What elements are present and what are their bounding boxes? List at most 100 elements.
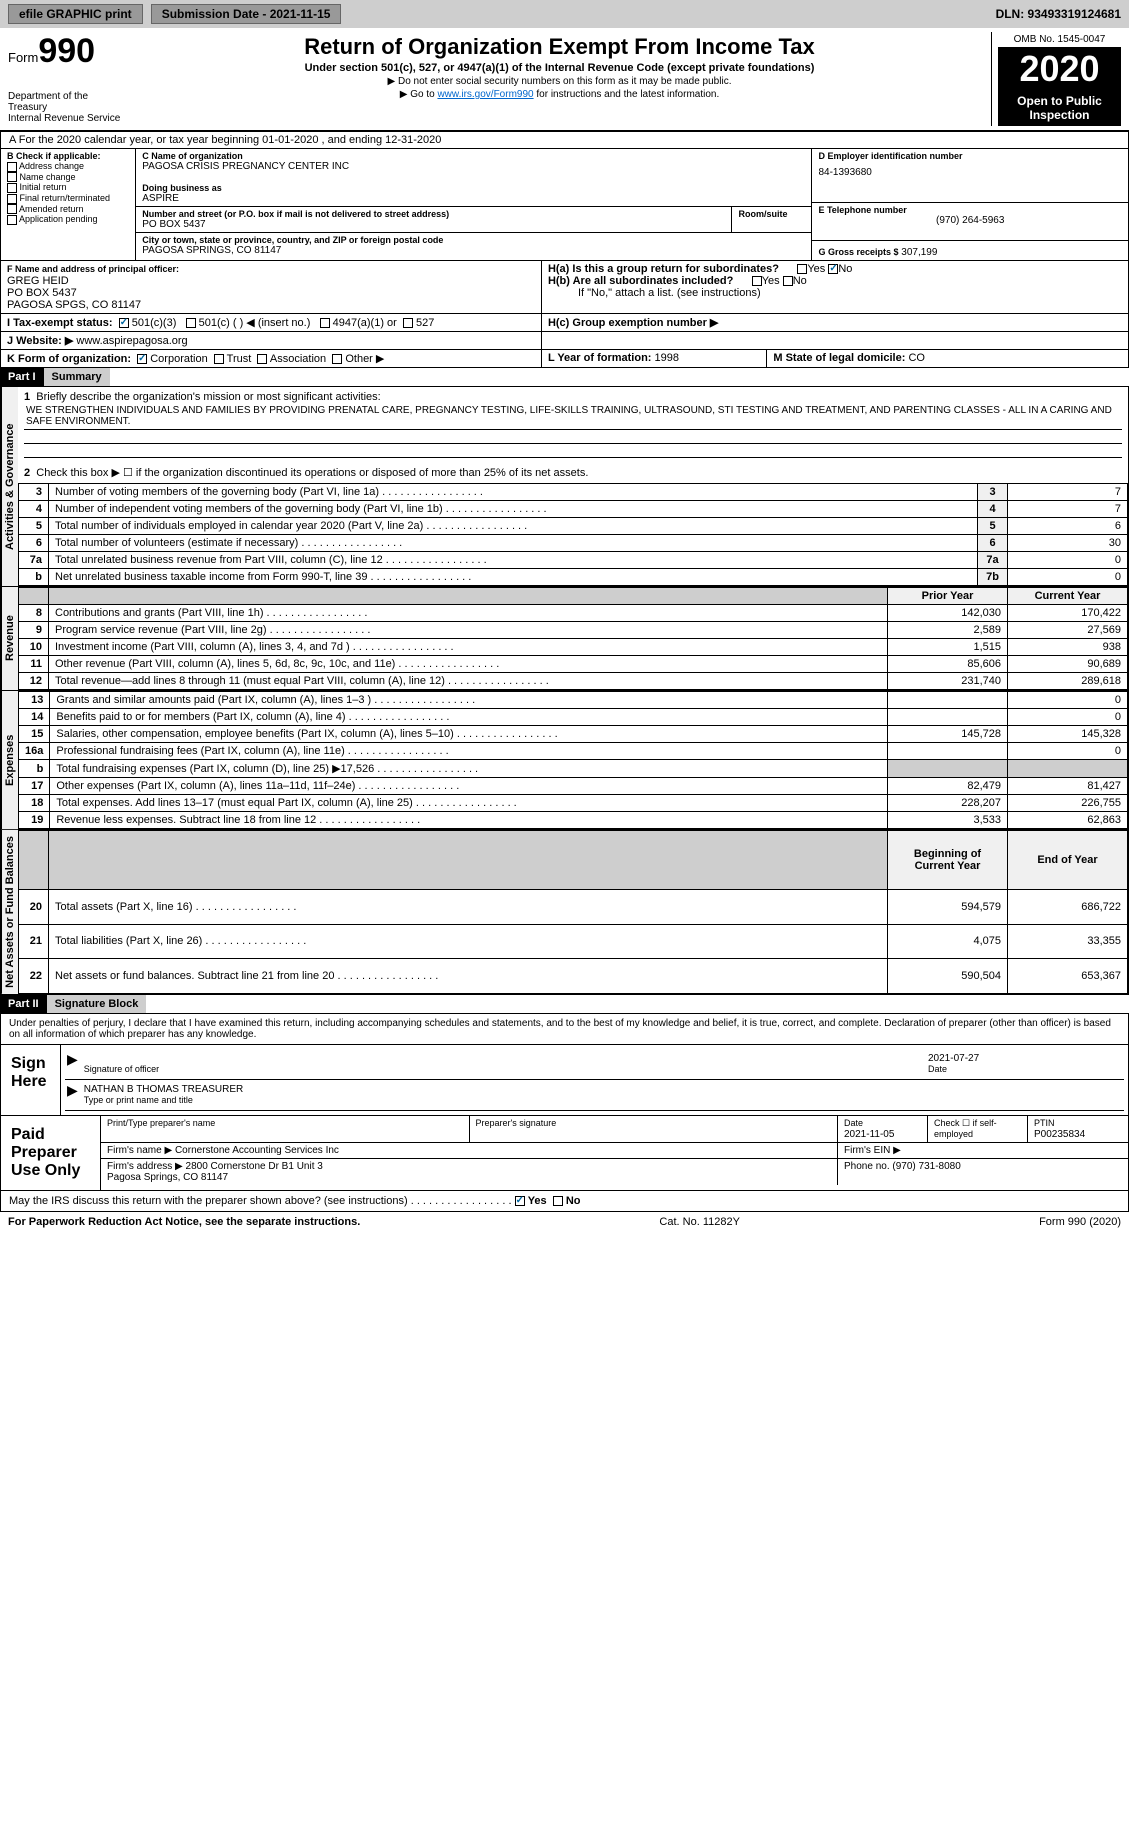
form-subtitle: Under section 501(c), 527, or 4947(a)(1)… [128,62,991,74]
form-note-2: ▶ Go to www.irs.gov/Form990 for instruct… [128,89,991,100]
chk-527[interactable] [403,318,413,328]
form-title: Return of Organization Exempt From Incom… [128,34,991,60]
dba-label: Doing business as [142,183,805,193]
gross-receipts-label: G Gross receipts $ [818,247,898,257]
table-row: 7aTotal unrelated business revenue from … [19,552,1128,569]
sign-here-label: Sign Here [1,1045,61,1115]
table-row: 11Other revenue (Part VIII, column (A), … [19,656,1128,673]
checkbox-application-pending[interactable]: Application pending [7,214,129,225]
phone-label: E Telephone number [818,205,1122,215]
perjury-declaration: Under penalties of perjury, I declare th… [0,1013,1129,1044]
section-k-l-m-row: K Form of organization: Corporation Trus… [0,350,1129,368]
omb-number: OMB No. 1545-0047 [998,32,1121,48]
chk-trust[interactable]: Trust [214,353,258,365]
section-i-row: I Tax-exempt status: 501(c)(3) 501(c) ( … [0,314,1129,332]
table-row: 5Total number of individuals employed in… [19,518,1128,535]
dln-label: DLN: 93493319124681 [996,7,1121,21]
firm-name: Cornerstone Accounting Services Inc [175,1145,339,1156]
part-2-header: Part IISignature Block [0,995,1129,1013]
header-info-row: B Check if applicable: Address change Na… [0,149,1129,261]
part1-governance: Activities & Governance 1 Briefly descri… [0,386,1129,587]
vlabel-revenue: Revenue [1,587,18,690]
chk-association[interactable]: Association [257,353,332,365]
discuss-yes-checkbox[interactable] [515,1196,525,1206]
table-row: 22Net assets or fund balances. Subtract … [19,959,1128,994]
checkbox-final-return-terminated[interactable]: Final return/terminated [7,193,129,204]
chk-corporation[interactable]: Corporation [137,353,214,365]
submission-date-button[interactable]: Submission Date - 2021-11-15 [151,4,342,24]
sign-here-block: Sign Here ▶ Signature of officer 2021-07… [0,1044,1129,1116]
paid-preparer-label: Paid Preparer Use Only [1,1116,101,1190]
form-header: Form990 Department of the Treasury Inter… [0,28,1129,131]
paid-preparer-block: Paid Preparer Use Only Print/Type prepar… [0,1116,1129,1191]
section-j-row: J Website: ▶ www.aspirepagosa.org [0,332,1129,350]
vlabel-governance: Activities & Governance [1,387,18,586]
form-note-1: ▶ Do not enter social security numbers o… [128,76,991,87]
table-row: 6Total number of volunteers (estimate if… [19,535,1128,552]
table-row: 13Grants and similar amounts paid (Part … [19,692,1128,709]
checkbox-initial-return[interactable]: Initial return [7,182,129,193]
h-b-subordinates: H(b) Are all subordinates included? Yes … [548,275,1122,287]
page-footer: For Paperwork Reduction Act Notice, see … [0,1212,1129,1232]
ein-label: D Employer identification number [818,151,1122,161]
room-label: Room/suite [738,209,805,219]
table-row: 10Investment income (Part VIII, column (… [19,639,1128,656]
officer-addr1: PO BOX 5437 [7,287,77,299]
h-b-note: If "No," attach a list. (see instruction… [548,287,1122,299]
table-row: 9Program service revenue (Part VIII, lin… [19,622,1128,639]
phone-value: (970) 264-5963 [818,215,1122,226]
tax-year: 2020 [998,48,1121,90]
discuss-preparer-row: May the IRS discuss this return with the… [0,1191,1129,1212]
chk-4947[interactable] [320,318,330,328]
discuss-no-checkbox[interactable] [553,1196,563,1206]
section-b-checkboxes: B Check if applicable: Address change Na… [1,149,136,260]
part1-expenses: Expenses 13Grants and similar amounts pa… [0,691,1129,830]
addr-label: Number and street (or P.O. box if mail i… [142,209,725,219]
ein-value: 84-1393680 [818,167,1122,178]
officer-signature-name: NATHAN B THOMAS TREASURER [84,1084,243,1095]
city-label: City or town, state or province, country… [142,235,805,245]
gross-receipts-value: 307,199 [901,247,937,258]
table-row: 16aProfessional fundraising fees (Part I… [19,743,1128,760]
checkbox-amended-return[interactable]: Amended return [7,204,129,215]
part-1-header: Part ISummary [0,368,1129,386]
table-row: 8Contributions and grants (Part VIII, li… [19,605,1128,622]
officer-addr2: PAGOSA SPGS, CO 81147 [7,299,141,311]
table-row: 4Number of independent voting members of… [19,501,1128,518]
table-row: 21Total liabilities (Part X, line 26)4,0… [19,924,1128,959]
department-label: Department of the Treasury Internal Reve… [8,91,128,124]
addr-value: PO BOX 5437 [142,219,725,230]
checkbox-address-change[interactable]: Address change [7,161,129,172]
checkbox-name-change[interactable]: Name change [7,172,129,183]
part1-revenue: Revenue Prior YearCurrent Year8Contribut… [0,587,1129,691]
dba-value: ASPIRE [142,193,805,204]
org-name: PAGOSA CRISIS PREGNANCY CENTER INC [142,161,805,172]
irs-link[interactable]: www.irs.gov/Form990 [437,89,533,100]
table-row: 12Total revenue—add lines 8 through 11 (… [19,673,1128,690]
table-row: 3Number of voting members of the governi… [19,484,1128,501]
org-name-label: C Name of organization [142,151,805,161]
table-row: bTotal fundraising expenses (Part IX, co… [19,760,1128,778]
open-public-inspection: Open to Public Inspection [998,90,1121,126]
efile-print-button[interactable]: efile GRAPHIC print [8,4,143,24]
vlabel-net-assets: Net Assets or Fund Balances [1,830,18,994]
table-row: 15Salaries, other compensation, employee… [19,726,1128,743]
section-a-tax-year: A For the 2020 calendar year, or tax yea… [0,131,1129,149]
table-row: 20Total assets (Part X, line 16)594,5796… [19,890,1128,925]
website-url: www.aspirepagosa.org [76,335,187,347]
topbar: efile GRAPHIC print Submission Date - 20… [0,0,1129,28]
table-row: bNet unrelated business taxable income f… [19,569,1128,586]
table-row: 19Revenue less expenses. Subtract line 1… [19,812,1128,829]
officer-name: GREG HEID [7,275,69,287]
section-f-h-row: F Name and address of principal officer:… [0,261,1129,314]
vlabel-expenses: Expenses [1,691,18,829]
table-row: 17Other expenses (Part IX, column (A), l… [19,778,1128,795]
form-number: Form990 [8,32,128,71]
h-a-group-return: H(a) Is this a group return for subordin… [548,263,1122,275]
chk-501c[interactable] [186,318,196,328]
h-c-group-exemption: H(c) Group exemption number ▶ [542,314,1128,331]
chk-501c3[interactable] [119,318,129,328]
chk-other-[interactable]: Other ▶ [332,353,390,365]
mission-text: WE STRENGTHEN INDIVIDUALS AND FAMILIES B… [24,403,1122,430]
part1-net-assets: Net Assets or Fund Balances Beginning of… [0,830,1129,995]
